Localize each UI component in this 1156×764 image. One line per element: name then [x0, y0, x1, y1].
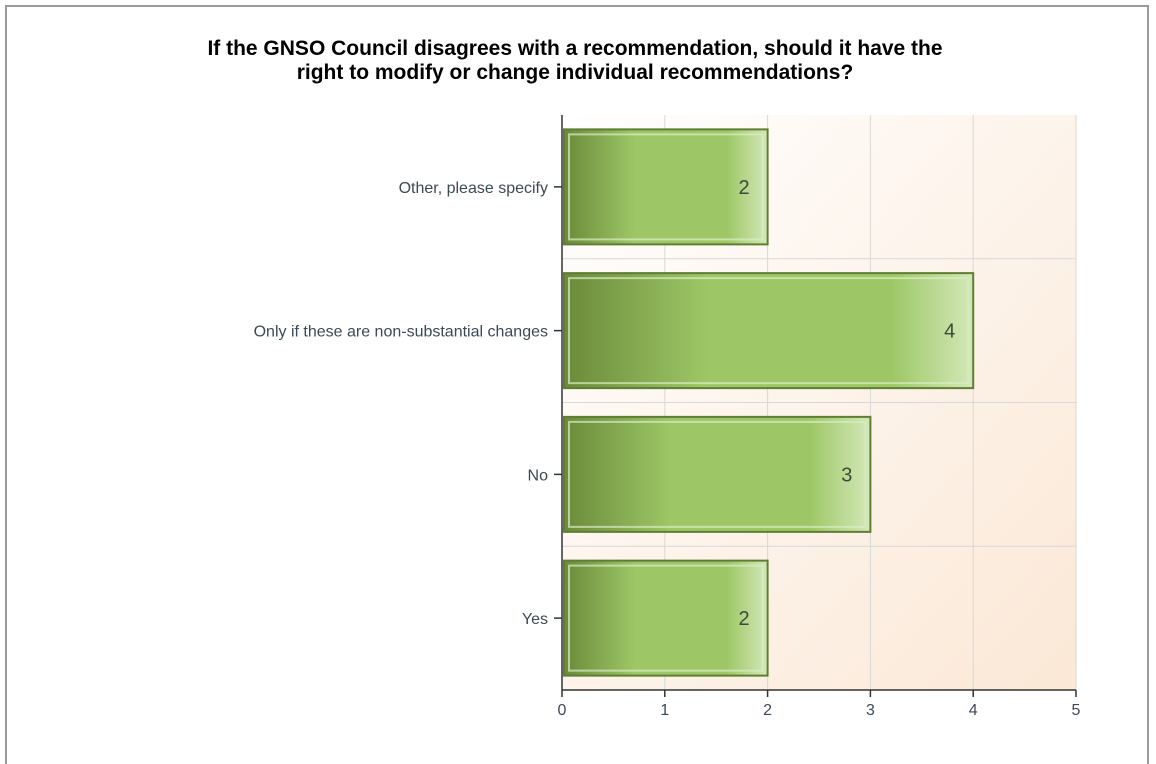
- chart-title-line-2: right to modify or change individual rec…: [296, 61, 854, 84]
- x-tick-label: 5: [1072, 702, 1081, 719]
- data-label: 4: [944, 321, 955, 343]
- x-tick-label: 4: [969, 702, 978, 719]
- bar: [563, 415, 872, 533]
- bar-highlight: [568, 277, 970, 385]
- bar: [563, 272, 975, 390]
- chart-title-line-1: If the GNSO Council disagrees with a rec…: [207, 37, 943, 60]
- x-tick-label: 2: [763, 702, 772, 719]
- category-label: Other, please specify: [399, 180, 548, 197]
- bar: [563, 559, 769, 677]
- data-label: 3: [841, 464, 852, 486]
- x-tick-label: 3: [866, 702, 875, 719]
- bar-highlight: [568, 420, 867, 528]
- chart-title: If the GNSO Council disagrees with a rec…: [60, 37, 1090, 85]
- data-label: 2: [738, 608, 749, 630]
- x-tick-label: 1: [660, 702, 669, 719]
- data-label: 2: [738, 177, 749, 199]
- x-tick-label: 0: [558, 702, 567, 719]
- category-label: No: [528, 467, 549, 484]
- bar-highlight: [568, 133, 764, 241]
- bar: [563, 128, 769, 246]
- chart-frame: [5, 5, 1149, 764]
- bar-highlight: [568, 564, 764, 672]
- category-label: Only if these are non-substantial change…: [254, 324, 548, 341]
- category-label: Yes: [522, 611, 548, 628]
